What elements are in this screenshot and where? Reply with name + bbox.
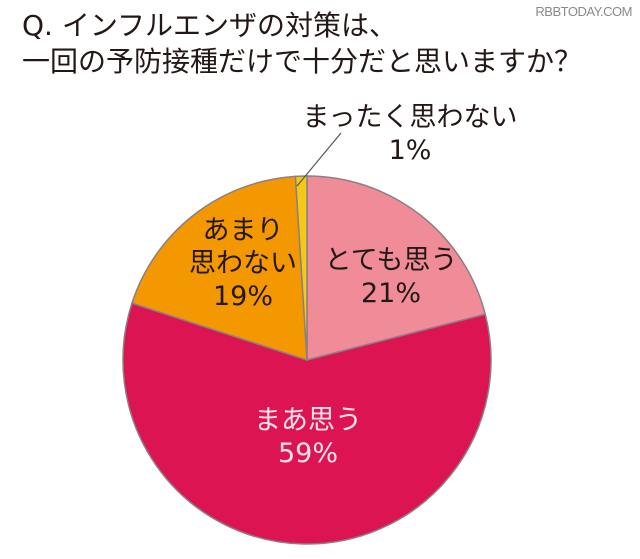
- pie-slice-amari: [131, 175, 308, 362]
- title-line-2: 一回の予防接種だけで十分だと思いますか？: [22, 45, 583, 78]
- label-mattaku-name: まったく思わない: [302, 102, 518, 133]
- pie-slice-mattaku: [294, 175, 308, 361]
- leader-line: [296, 132, 342, 187]
- label-maa: まあ思う 59%: [228, 404, 388, 470]
- label-mattaku: まったく思わない 1%: [300, 101, 520, 167]
- pie-slices: [122, 175, 492, 545]
- watermark: RBBTODAY.COM: [535, 4, 632, 19]
- label-amari: あまり 思わない 19%: [178, 214, 308, 313]
- label-mattaku-value: 1%: [388, 135, 432, 166]
- title-line-1: Q. インフルエンザの対策は、: [22, 9, 398, 42]
- label-amari-value: 19%: [212, 281, 273, 312]
- pie-slice-totemo: [306, 175, 487, 361]
- label-totemo: とても思う 21%: [316, 244, 466, 310]
- label-amari-name-2: 思わない: [189, 248, 297, 279]
- label-totemo-name: とても思う: [324, 245, 458, 276]
- pie-slice-maa: [122, 302, 492, 545]
- label-maa-value: 59%: [277, 438, 338, 469]
- label-amari-name-1: あまり: [202, 215, 284, 246]
- chart-title: Q. インフルエンザの対策は、 一回の予防接種だけで十分だと思いますか？: [22, 8, 582, 80]
- label-maa-name: まあ思う: [254, 405, 362, 436]
- label-totemo-value: 21%: [360, 278, 421, 309]
